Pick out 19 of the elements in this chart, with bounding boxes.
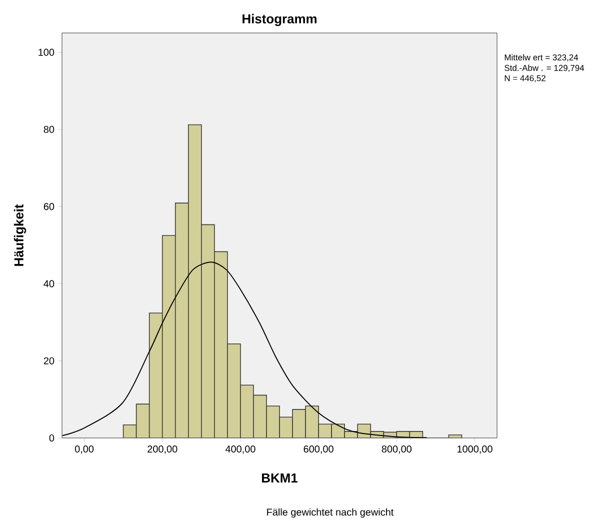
y-tick-label: 0 (49, 434, 54, 442)
y-axis-title: Häufigkeit (14, 204, 26, 266)
y-tick-label: 100 (38, 48, 54, 56)
text: Mittelw ert = 323,24 (504, 54, 578, 62)
y-tick-label: 40 (44, 280, 54, 288)
x-axis-title: BKM1 (262, 474, 298, 482)
text: Fälle gewichtet nach gewicht (267, 508, 394, 518)
y-tick-label: 60 (44, 203, 54, 210)
y-tick-label: 20 (44, 357, 54, 364)
y-tick-label: 80 (44, 126, 54, 133)
text: Std.-Abw . = 129,794 (504, 64, 584, 72)
x-tick-label: 600,00 (304, 446, 334, 454)
x-tick-label: 400,00 (225, 446, 256, 454)
chart-title: Histogramm (242, 14, 316, 26)
x-tick-label: 0,00 (74, 446, 94, 454)
x-tick-label: 1000,00 (458, 446, 492, 454)
text: N = 446,52 (504, 75, 546, 82)
x-tick-label: 200,00 (148, 446, 178, 454)
x-tick-label: 800,00 (382, 446, 412, 454)
